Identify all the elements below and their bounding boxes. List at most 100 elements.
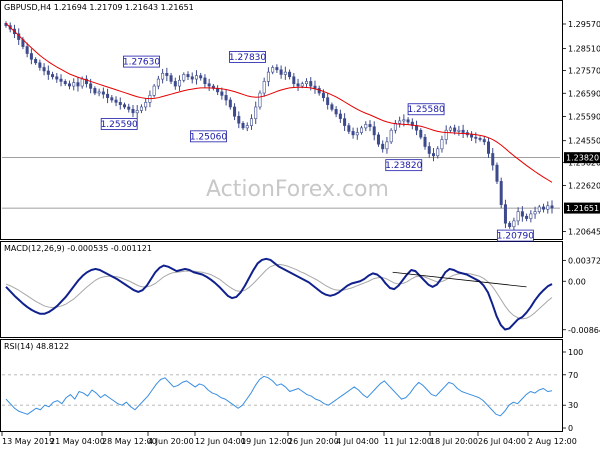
candle-body [123, 104, 127, 108]
candle-body [512, 220, 516, 228]
x-tick-label: 12 Jun 04:00 [195, 437, 246, 446]
candle-body [292, 76, 296, 85]
candle-body [499, 181, 503, 205]
rsi-y-tick-label: 100 [568, 348, 583, 357]
price-annotation-label: 1.20790 [497, 232, 534, 242]
candle-body [398, 120, 402, 124]
candle-body [139, 106, 143, 111]
candle-body [190, 76, 194, 80]
candle-body [376, 134, 380, 145]
candle-body [381, 143, 385, 150]
price-y-tick-label: 1.28510 [568, 45, 600, 54]
candle-body [67, 83, 71, 87]
candle-body [503, 204, 507, 224]
candle-body [72, 82, 76, 87]
candle-body [326, 97, 330, 105]
candle-body [309, 81, 313, 87]
candle-body [173, 81, 177, 87]
candle-body [106, 93, 110, 98]
candle-body [203, 77, 207, 85]
x-tick-label: 28 May 12:00 [102, 437, 157, 446]
candle-body [55, 76, 59, 80]
price-annotation-label: 1.25580 [407, 105, 444, 115]
candle-body [436, 148, 440, 157]
candle-body [360, 127, 364, 133]
candle-body [135, 110, 139, 114]
candle-body [178, 79, 182, 87]
rsi-y-tick-label: 70 [568, 371, 578, 380]
price-panel-title: GBPUSD,H4 1.21694 1.21709 1.21643 1.2165… [4, 3, 194, 12]
price-annotation-box [123, 55, 160, 68]
macd-y-tick-label: 0.003722 [568, 256, 600, 265]
candle-body [118, 102, 122, 105]
candle-body [491, 153, 495, 166]
candle-body [546, 205, 550, 210]
macd-layer: 0.003722 0.00 -0.008643 [5, 256, 600, 335]
candle-body [537, 206, 541, 212]
price-layer: 1.25590 1.27630 1.25060 1.27830 1.23820 1.255… [2, 20, 600, 242]
candle-body [241, 122, 245, 129]
candle-body [448, 127, 452, 131]
candle-body [288, 71, 292, 78]
x-tick-label: 21 May 04:00 [50, 437, 105, 446]
candle-body [254, 106, 258, 119]
candle-body [114, 99, 118, 103]
candle-body [478, 138, 482, 140]
rsi-panel-title: RSI(14) 48.8122 [4, 342, 69, 351]
candle-body [347, 125, 351, 132]
price-annotation-box [100, 118, 138, 130]
candle-body [402, 119, 406, 122]
x-tick-label: 2 Aug 12:00 [528, 437, 577, 446]
candle-body [406, 119, 410, 123]
candle-body [279, 69, 283, 75]
candle-body [249, 118, 253, 126]
x-tick-label: 18 Jul 20:00 [430, 437, 478, 446]
price-tag-label: 1.23820 [566, 154, 599, 163]
price-annotation-label: 1.27830 [229, 53, 266, 63]
price-annotation-box [229, 51, 266, 63]
candle-body [156, 78, 160, 87]
candle-body [258, 92, 262, 108]
candle-body [343, 118, 347, 126]
candle-body [330, 104, 334, 110]
candle-body [165, 72, 169, 76]
candle-body [275, 67, 279, 71]
price-annotation-label: 1.25060 [190, 132, 227, 142]
candle-body [474, 136, 478, 139]
candle-body [84, 78, 88, 85]
candle-body [321, 92, 325, 98]
price-annotation-label: 1.27630 [123, 58, 160, 68]
macd-panel-title: MACD(12,26,9) -0.000535 -0.001121 [4, 244, 152, 253]
candle-body [63, 81, 67, 85]
candle-body [487, 141, 491, 154]
candle-body [228, 99, 232, 108]
candle-body [89, 83, 93, 89]
price-annotation-label: 1.23820 [385, 161, 422, 171]
candle-body [419, 129, 423, 138]
candle-body [423, 136, 427, 147]
candle-body [80, 78, 84, 87]
candle-body [237, 115, 241, 124]
candle-body [220, 91, 224, 96]
price-y-tick-label: 1.25590 [568, 113, 600, 122]
macd-panel[interactable] [0, 241, 563, 338]
candle-body [38, 62, 42, 68]
candle-body [431, 153, 435, 157]
candle-body [262, 81, 266, 94]
candle-body [440, 139, 444, 150]
candle-body [127, 106, 131, 110]
candle-body [194, 75, 198, 80]
x-tick-label: 13 May 2019 [2, 437, 54, 446]
price-y-tick-label: 1.26590 [568, 89, 600, 98]
candle-body [101, 91, 105, 95]
price-panel[interactable] [0, 0, 563, 240]
candle-body [508, 222, 512, 228]
candle-body [224, 95, 228, 101]
candle-body [131, 109, 135, 114]
x-tick-label: 26 Jun 20:00 [288, 437, 339, 446]
price-y-tick-label: 1.20645 [568, 227, 600, 236]
candle-body [364, 124, 368, 129]
x-tick-label: 11 Jul 12:00 [384, 437, 432, 446]
candle-body [313, 85, 317, 89]
rsi-panel[interactable] [0, 339, 563, 432]
